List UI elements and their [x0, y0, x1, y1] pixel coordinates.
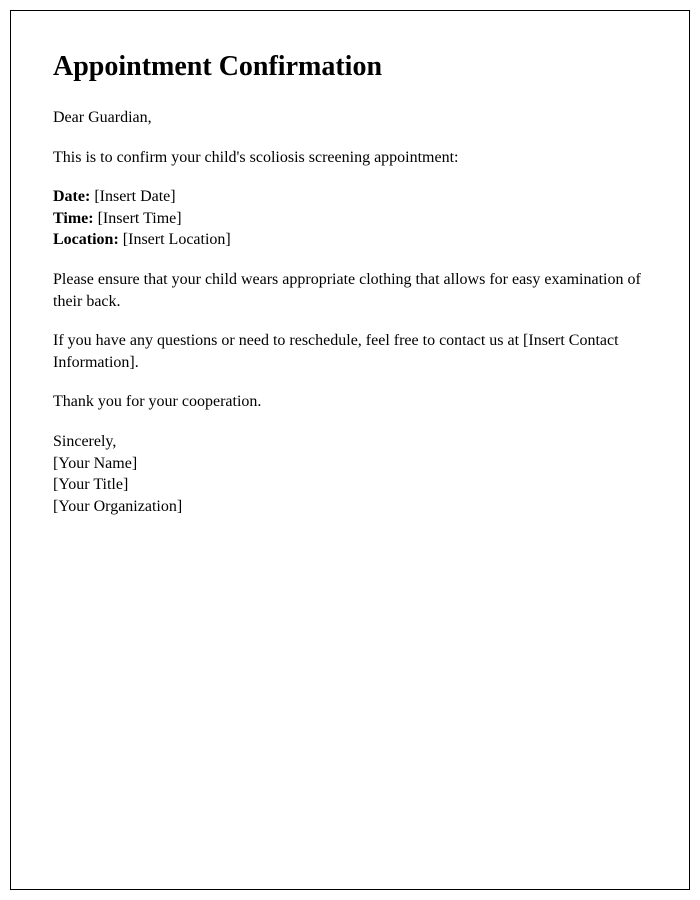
sender-title: [Your Title] — [53, 474, 647, 496]
location-value: [Insert Location] — [119, 231, 231, 248]
location-label: Location: — [53, 231, 119, 248]
date-label: Date: — [53, 188, 90, 205]
intro-text: This is to confirm your child's scoliosi… — [53, 147, 647, 169]
thanks-text: Thank you for your cooperation. — [53, 391, 647, 413]
signoff: Sincerely, — [53, 431, 647, 453]
contact-text: If you have any questions or need to res… — [53, 330, 647, 373]
location-line: Location: [Insert Location] — [53, 229, 647, 251]
instruction-text: Please ensure that your child wears appr… — [53, 269, 647, 312]
salutation: Dear Guardian, — [53, 107, 647, 129]
time-label: Time: — [53, 210, 94, 227]
appointment-details: Date: [Insert Date] Time: [Insert Time] … — [53, 186, 647, 251]
date-value: [Insert Date] — [90, 188, 175, 205]
time-line: Time: [Insert Time] — [53, 208, 647, 230]
sender-organization: [Your Organization] — [53, 496, 647, 518]
time-value: [Insert Time] — [94, 210, 182, 227]
closing-block: Sincerely, [Your Name] [Your Title] [You… — [53, 431, 647, 517]
document-container: Appointment Confirmation Dear Guardian, … — [10, 10, 690, 890]
page-title: Appointment Confirmation — [53, 51, 647, 83]
date-line: Date: [Insert Date] — [53, 186, 647, 208]
sender-name: [Your Name] — [53, 453, 647, 475]
